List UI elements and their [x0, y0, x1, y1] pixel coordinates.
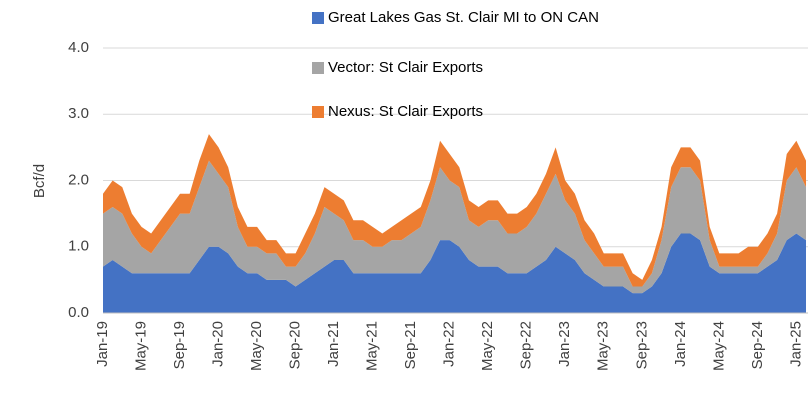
x-tick-label: Jan-25	[787, 321, 804, 367]
x-tick-label: May-21	[364, 321, 381, 371]
x-tick-label: May-20	[248, 321, 265, 371]
x-tick-label: Sep-20	[287, 321, 304, 369]
x-tick-label: Sep-22	[518, 321, 535, 369]
area	[103, 134, 806, 287]
x-tick-label: Sep-23	[633, 321, 650, 369]
x-tick-label: Sep-21	[402, 321, 419, 369]
x-tick-label: May-22	[479, 321, 496, 371]
y-tick-label: 2.0	[68, 171, 89, 188]
x-tick-label: Sep-24	[749, 321, 766, 369]
legend-swatch	[312, 62, 324, 74]
x-tick-label: Jan-23	[556, 321, 573, 367]
y-tick-label: 1.0	[68, 238, 89, 255]
y-tick-label: 4.0	[68, 39, 89, 56]
x-tick-label: Jan-21	[325, 321, 342, 367]
x-tick-label: May-24	[710, 321, 727, 371]
x-tick-label: May-23	[595, 321, 612, 371]
x-tick-label: Jan-24	[672, 321, 689, 367]
y-tick-label: 3.0	[68, 105, 89, 122]
x-tick-label: May-19	[132, 321, 149, 371]
area	[103, 160, 806, 294]
area	[103, 233, 806, 313]
legend-swatch	[312, 12, 324, 24]
x-tick-label: Jan-22	[441, 321, 458, 367]
y-axis-label: Bcf/d	[31, 164, 48, 198]
y-tick-label: 0.0	[68, 304, 89, 321]
legend-label: Nexus: St Clair Exports	[328, 103, 483, 120]
x-tick-label: Jan-20	[210, 321, 227, 367]
x-tick-label: Sep-19	[171, 321, 188, 369]
legend-label: Great Lakes Gas St. Clair MI to ON CAN	[328, 9, 599, 26]
legend-label: Vector: St Clair Exports	[328, 59, 483, 76]
legend-swatch	[312, 106, 324, 118]
x-tick-label: Jan-19	[94, 321, 111, 367]
